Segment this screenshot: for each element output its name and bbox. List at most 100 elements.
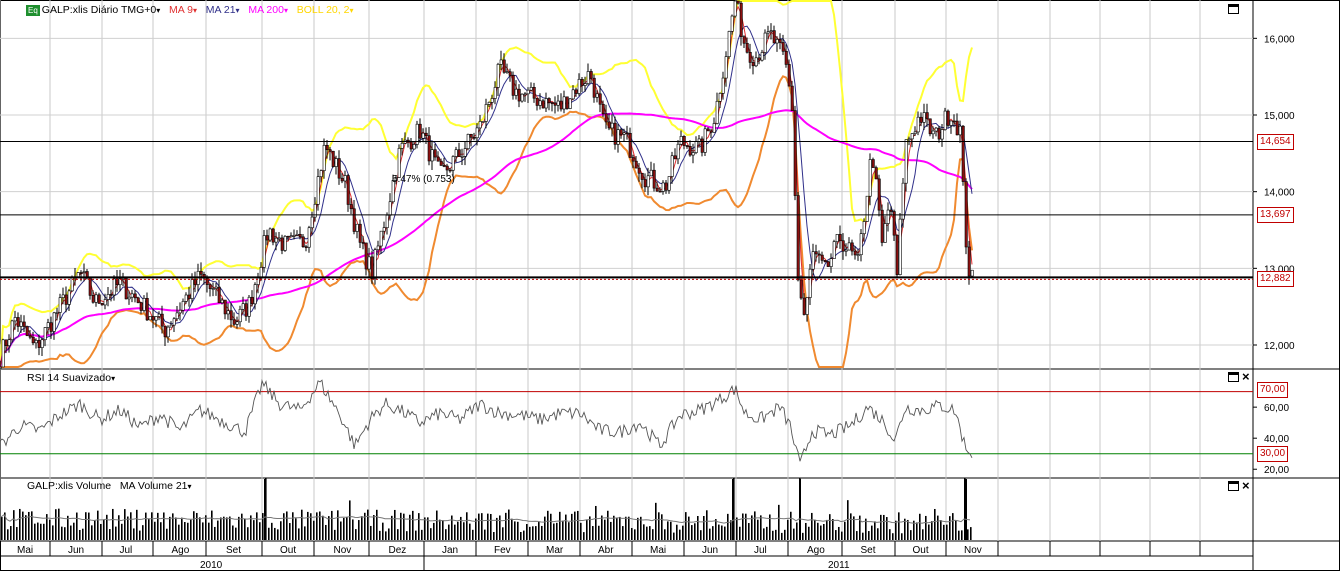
volume-bar xyxy=(25,515,27,540)
candle-body xyxy=(364,242,368,270)
volume-bar xyxy=(841,531,843,540)
maximize-rsi-panel-icon[interactable] xyxy=(1228,372,1239,382)
candle-body xyxy=(400,142,404,149)
candle-body xyxy=(412,144,416,150)
volume-bar xyxy=(208,522,210,540)
ma21-label[interactable]: MA 21 xyxy=(205,4,236,16)
candle-body xyxy=(46,322,50,328)
month-label: Set xyxy=(226,545,241,556)
volume-bar xyxy=(244,518,246,540)
volume-bar xyxy=(214,526,216,540)
ma9-dropdown-icon[interactable]: ▾ xyxy=(192,6,197,15)
ma200-label[interactable]: MA 200 xyxy=(248,4,284,16)
candle-body xyxy=(790,85,794,111)
candle-body xyxy=(511,75,515,96)
candle-body xyxy=(814,251,818,255)
volume-bar xyxy=(178,524,180,540)
candle-body xyxy=(895,234,899,275)
candle-body xyxy=(37,340,41,348)
candle-body xyxy=(415,123,419,145)
volume-bar xyxy=(316,512,318,540)
volume-bar xyxy=(631,527,633,540)
volume-bar xyxy=(859,515,861,540)
maximize-price-panel-icon[interactable] xyxy=(1228,4,1239,14)
volume-bar xyxy=(745,513,747,540)
rsi-dropdown-icon[interactable]: ▾ xyxy=(111,374,116,383)
candle-body xyxy=(943,110,947,130)
price-tick-label: 12,000 xyxy=(1264,341,1295,352)
candle-body xyxy=(451,156,455,171)
candle-body xyxy=(745,42,749,53)
candle-body xyxy=(349,204,353,210)
ma-volume-dropdown-icon[interactable]: ▾ xyxy=(187,482,192,491)
price-panel-header: Eq GALP:xlis Diário TMG+0▾ MA 9▾ MA 21▾ M… xyxy=(26,4,353,16)
volume-bar xyxy=(61,526,63,540)
candle-body xyxy=(670,155,674,177)
rsi-label[interactable]: RSI 14 Suavizado xyxy=(27,372,112,384)
candle-body xyxy=(892,211,896,236)
volume-bar xyxy=(529,526,531,540)
volume-bar xyxy=(553,523,555,540)
volume-bar xyxy=(28,511,30,540)
candle-body xyxy=(31,336,35,344)
volume-label[interactable]: GALP:xlis Volume xyxy=(27,480,112,492)
volume-bar xyxy=(901,533,903,540)
volume-bar xyxy=(595,505,597,540)
candle-body xyxy=(718,93,722,102)
candle-body xyxy=(28,335,32,338)
volume-bar xyxy=(508,509,510,540)
candle-body xyxy=(868,159,872,197)
candle-body xyxy=(316,176,320,205)
candle-body xyxy=(760,52,764,61)
volume-bar xyxy=(91,525,93,540)
candle-body xyxy=(871,159,875,168)
candle-body xyxy=(817,253,821,256)
volume-bar xyxy=(943,524,945,540)
volume-bar xyxy=(637,517,639,540)
volume-bar xyxy=(535,526,537,540)
candle-body xyxy=(238,308,242,323)
candle-body xyxy=(91,295,95,303)
month-label: Jul xyxy=(120,545,133,556)
ma9-label[interactable]: MA 9 xyxy=(169,4,193,16)
ma-volume-label[interactable]: MA Volume 21 xyxy=(119,480,188,492)
candle-body xyxy=(736,0,740,4)
equity-badge[interactable]: Eq xyxy=(26,5,40,16)
volume-bar xyxy=(673,532,675,540)
symbol-dropdown-icon[interactable]: ▾ xyxy=(156,6,161,15)
boll-dropdown-icon[interactable]: ▾ xyxy=(349,6,354,15)
volume-bar xyxy=(301,509,303,540)
volume-bar xyxy=(394,509,396,540)
volume-bar xyxy=(337,510,339,540)
candle-body xyxy=(865,195,869,222)
maximize-volume-panel-icon[interactable] xyxy=(1228,481,1239,491)
candle-body xyxy=(805,297,809,315)
volume-bar xyxy=(922,529,924,540)
volume-bar xyxy=(829,514,831,540)
volume-bar xyxy=(412,510,414,540)
volume-bar xyxy=(658,512,660,540)
volume-bar xyxy=(79,529,81,540)
volume-bar xyxy=(145,512,147,540)
ma21-dropdown-icon[interactable]: ▾ xyxy=(235,6,240,15)
ma200-dropdown-icon[interactable]: ▾ xyxy=(283,6,288,15)
volume-bar xyxy=(391,515,393,540)
volume-bar xyxy=(34,523,36,540)
candle-body xyxy=(697,138,701,142)
symbol-label[interactable]: GALP:xlis Diário TMG+0 xyxy=(41,4,157,16)
volume-bar xyxy=(94,520,96,540)
candle-body xyxy=(934,127,938,132)
candle-body xyxy=(442,165,446,167)
volume-bar xyxy=(601,515,603,540)
candle-body xyxy=(448,169,452,172)
close-rsi-panel-icon[interactable]: × xyxy=(1242,369,1250,384)
volume-bar xyxy=(727,513,729,540)
volume-spike-bar xyxy=(799,479,801,540)
candle-body xyxy=(232,319,236,325)
close-volume-panel-icon[interactable]: × xyxy=(1242,478,1250,493)
volume-bar xyxy=(757,519,759,540)
boll-label[interactable]: BOLL 20, 2 xyxy=(296,4,350,16)
price-tag-12882: 12,882 xyxy=(1257,271,1294,287)
volume-bar xyxy=(616,517,618,540)
candle-body xyxy=(214,286,218,289)
